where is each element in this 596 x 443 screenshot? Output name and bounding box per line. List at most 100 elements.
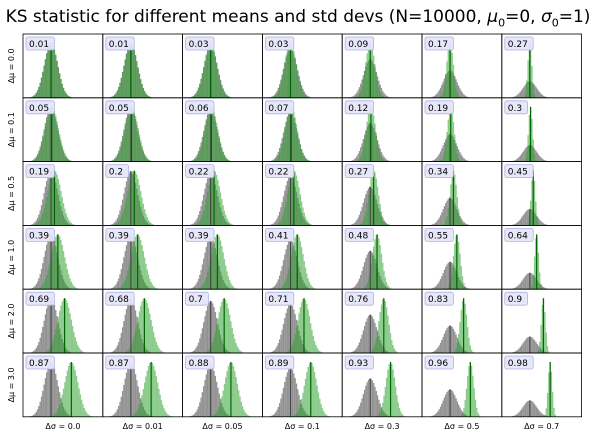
hist-bar (307, 309, 309, 353)
hist-bar (352, 287, 354, 290)
hist-bar (370, 351, 372, 353)
hist-bar (432, 160, 434, 162)
hist-bar (195, 93, 197, 98)
hist-bar (539, 219, 541, 226)
hist-bar (46, 351, 48, 353)
hist-bar (373, 347, 375, 353)
ks-label-box (105, 164, 130, 179)
hist-bar (131, 343, 133, 353)
hist-bar (432, 96, 434, 98)
hist-bar (435, 221, 438, 226)
hist-bar (200, 397, 202, 417)
hist-bar (288, 305, 290, 353)
ks-label-box (185, 291, 209, 306)
hist-bar (168, 415, 170, 417)
hist-bar (520, 281, 523, 290)
hist-bar (524, 339, 527, 353)
hist-bar (33, 160, 35, 162)
subplot-r1-c5: 0.19 (421, 97, 503, 163)
hist-bar (281, 142, 283, 162)
hist-bar (531, 180, 533, 226)
hist-bar (371, 316, 374, 353)
hist-bar (217, 69, 219, 98)
hist-bar (285, 201, 287, 226)
hist-bar (435, 157, 438, 162)
hist-bar (243, 409, 245, 417)
hist-bar (363, 389, 366, 417)
hist-bar (451, 267, 453, 290)
hist-bar (128, 348, 130, 353)
hist-bar (68, 307, 70, 353)
hist-bar (313, 288, 316, 290)
hist-bar (281, 216, 283, 226)
hist-bar (43, 384, 45, 417)
hist-bar (247, 415, 249, 417)
hist-bar (277, 406, 279, 417)
hist-bar (40, 396, 43, 417)
hist-bar (192, 414, 194, 417)
hist-bar (376, 395, 379, 417)
hist-bar (301, 201, 303, 226)
hist-bar (533, 256, 536, 290)
hist-bar (531, 285, 533, 290)
hist-bar (536, 343, 538, 353)
hist-bar (44, 250, 47, 290)
hist-bar (354, 349, 357, 353)
ks-label-box (185, 355, 215, 370)
hist-bar (465, 288, 468, 290)
hist-bar (520, 345, 523, 353)
hist-bar (125, 351, 128, 353)
hist-bar (294, 414, 296, 417)
hist-bar (288, 268, 290, 290)
hist-bar (133, 335, 135, 353)
hist-bar (231, 327, 233, 353)
hist-bar (221, 199, 223, 226)
hist-bar (132, 415, 134, 417)
hist-bar (527, 400, 529, 417)
hist-bar (467, 160, 469, 162)
hist-bar (164, 411, 167, 417)
hist-bar (308, 96, 311, 98)
hist-bar (536, 216, 538, 226)
ks-value: 0.98 (508, 359, 528, 369)
hist-bar (62, 87, 65, 98)
hist-bar (463, 158, 465, 162)
hist-bar (458, 334, 460, 353)
hist-bar (218, 393, 220, 417)
hist-bar (276, 409, 278, 417)
hist-bar (382, 96, 384, 98)
hist-bar (295, 175, 298, 226)
hist-bar (131, 299, 133, 353)
hist-bar (441, 159, 443, 162)
hist-bar (380, 211, 383, 226)
hist-bar (214, 331, 217, 353)
hist-bar (544, 96, 546, 98)
ks-value: 0.27 (348, 168, 368, 178)
hist-bar (43, 208, 45, 226)
hist-bar (216, 234, 218, 290)
hist-bar (278, 275, 281, 290)
hist-bar (123, 321, 125, 353)
hist-bar (116, 217, 119, 226)
hist-bar (123, 282, 125, 290)
subplot-r1-c0: 0.05 (22, 97, 104, 163)
hist-bar (36, 217, 39, 226)
hist-bar (474, 399, 477, 417)
hist-bar (455, 334, 457, 353)
hist-bar (276, 157, 278, 162)
hist-bar (304, 95, 307, 98)
hist-bar (391, 340, 393, 353)
hist-bar (303, 156, 305, 162)
hist-bar (51, 174, 53, 226)
hist-bar (469, 345, 471, 353)
hist-bar (310, 284, 312, 290)
hist-bar (40, 332, 43, 353)
hist-bar (52, 300, 54, 353)
hist-bar (544, 414, 546, 417)
hist-bar (382, 262, 384, 290)
hist-bar (353, 286, 355, 290)
hist-bar (223, 92, 226, 98)
hist-bar (217, 387, 219, 417)
subplot-r5-c4: 0.93 (341, 352, 423, 418)
hist-bar (531, 401, 533, 417)
